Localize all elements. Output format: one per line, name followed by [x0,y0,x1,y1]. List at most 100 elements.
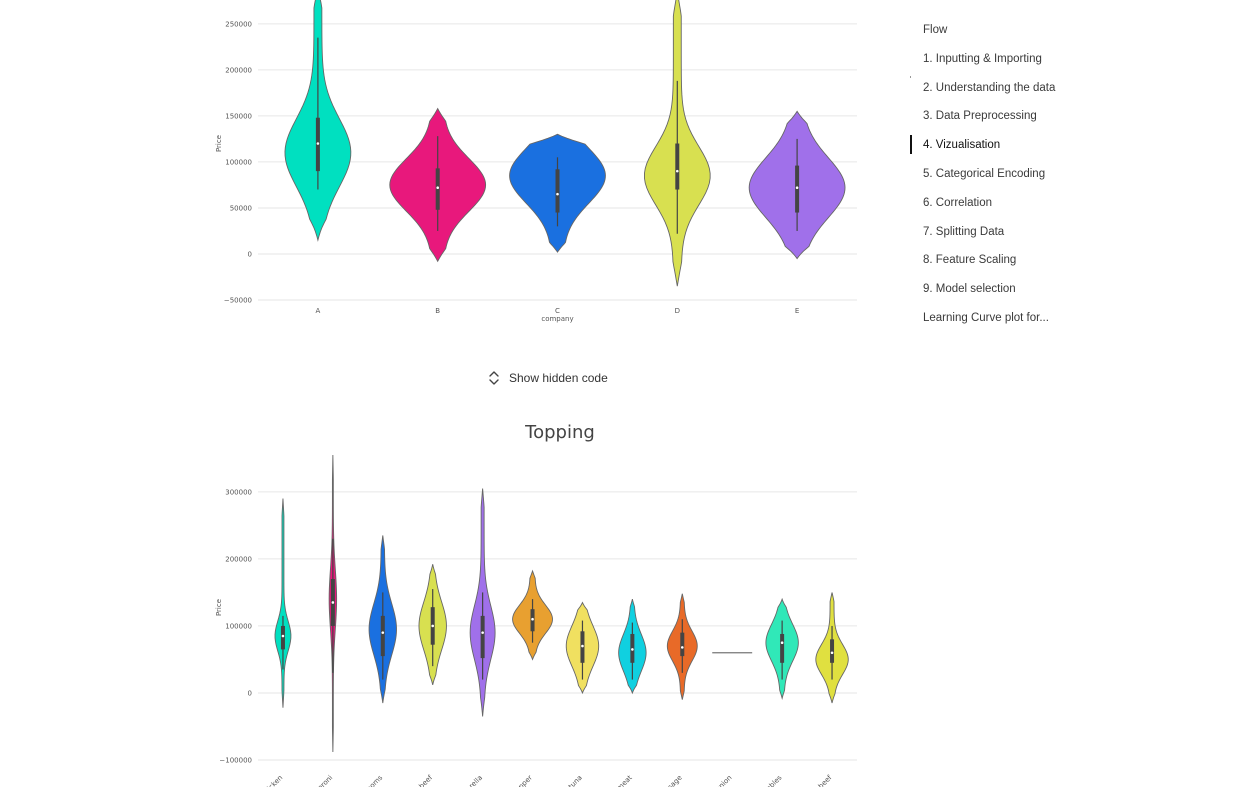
toc-item-splitting-data[interactable]: 7. Splitting Data [908,223,1108,252]
violin-median-dot [780,641,784,644]
toc-item-label: 4. Vizualisation [923,139,1001,152]
x-tick-label: chicken [260,774,284,787]
toc-item-label: 8. Feature Scaling [923,254,1017,267]
violin-median-dot [556,192,559,196]
violin-median-dot [481,631,484,634]
violin-median-dot [676,169,679,173]
violin-black-papper [512,569,553,661]
violin-median-dot [316,142,320,145]
violin-sausage [666,593,698,700]
violin-papperoni [328,454,338,752]
toc-item-label: 7. Splitting Data [923,225,1005,238]
toc-item-learning-curve[interactable]: Learning Curve plot for... [908,309,1108,338]
x-tick-label: D [675,307,680,315]
violin-mushrooms [368,535,397,704]
violin-chicken [274,498,292,708]
violin-mozzarella [469,488,496,717]
toc-item-categorical-encoding[interactable]: 5. Categorical Encoding [908,165,1108,194]
violin-iqr-box [555,169,560,213]
x-tick-label: mozzarella [452,774,484,787]
violin-iqr-box [280,625,285,650]
toc-item-model-selection[interactable]: 9. Model selection [908,280,1108,309]
x-tick-label: C [555,307,560,315]
toc-item-label: 1. Inputting & Importing [923,52,1042,65]
violin-median-dot [331,601,335,604]
x-tick-label: B [435,307,440,315]
chart-topping-svg: −100000 0 100000 200000 300000 Price chicken pa… [215,454,857,787]
y-tick-label: 0 [248,689,252,697]
toc-item-label: Flow [923,24,948,36]
x-axis-label: company [541,315,573,323]
y-tick-label: 250000 [225,20,252,28]
violin-iqr-box [380,615,385,657]
toc-item-correlation[interactable]: 6. Correlation [908,194,1108,223]
violin-smoked-beef [418,564,447,686]
violin-iqr-box [480,615,485,659]
y-axis-label: Price [215,599,223,616]
chart-title-topping: Topping [525,422,595,443]
violin-beef [815,592,849,704]
x-tick-label: sausage [657,774,683,787]
violin-median-dot [431,624,435,628]
y-tick-label: 100000 [225,622,252,630]
y-axis-label: Price [215,135,223,152]
toc-scroll-marker [910,76,911,78]
violin-median-dot [581,644,584,648]
violin-iqr-box [680,632,685,657]
toc-item-label: 3. Data Preprocessing [923,110,1037,123]
y-tick-label: −100000 [219,757,252,765]
y-tick-label: 50000 [230,204,252,212]
y-tick-label: −50000 [224,297,252,305]
violin-median-dot [381,631,385,634]
toc-item-feature-scaling[interactable]: 8. Feature Scaling [908,251,1108,280]
violin-body [274,498,292,708]
violin-A [284,0,352,242]
x-tick-label: vegetables [751,774,784,787]
y-tick-label: 150000 [225,112,252,120]
violin-iqr-box [675,143,680,190]
violin-chart-company: −50000 0 50000 100000 150000 200000 250000 Pric… [205,0,875,330]
violin-E [748,110,846,260]
violin-median-dot [795,186,799,189]
violin-D [644,0,711,287]
toc-item-label: 5. Categorical Encoding [923,167,1046,180]
expand-collapse-icon [489,371,499,385]
violin-iqr-box [435,168,440,210]
x-tick-label: tuna [567,774,584,787]
y-tick-label: 0 [248,250,252,258]
violin-iqr-box [795,165,800,213]
table-of-contents: Flow 1. Inputting & Importing 2. Underst… [908,21,1108,338]
violin-median-dot [830,651,834,655]
x-tick-label: meat [615,774,634,787]
toc-item-inputting-importing[interactable]: 1. Inputting & Importing [908,50,1108,79]
x-tick-label: beef [817,773,834,787]
violin-median-dot [680,646,684,649]
x-tick-label: papperoni [304,774,335,787]
y-tick-label: 200000 [225,66,252,74]
toc-item-vizualisation[interactable]: 4. Vizualisation [908,135,1108,165]
x-tick-label: onion [714,774,733,787]
show-hidden-code-label: Show hidden code [509,371,608,385]
violin-B [389,107,487,263]
x-tick-label: E [795,307,799,315]
violin-C [509,133,606,253]
violin-iqr-box [830,639,835,663]
toc-item-label: 6. Correlation [923,196,993,209]
violin-iqr-box [780,633,785,663]
y-tick-label: 100000 [225,158,252,166]
x-tick-label: smoked beef [397,773,435,787]
y-tick-label: 300000 [225,488,252,496]
toc-item-flow[interactable]: Flow [908,21,1108,50]
y-tick-label: 200000 [225,555,252,563]
toc-item-data-preprocessing[interactable]: 3. Data Preprocessing [908,107,1108,136]
violin-median-dot [436,186,439,189]
violin-median-dot [631,648,634,651]
violin-chart-topping: −100000 0 100000 200000 300000 Price chicken pa… [205,445,875,787]
x-tick-label: mushrooms [349,774,384,787]
toc-item-understanding-data[interactable]: 2. Understanding the data [908,79,1108,108]
violin-median-dot [531,617,534,621]
violin-meat [618,599,647,695]
show-hidden-code-button[interactable]: Show hidden code [487,369,608,387]
x-tick-label: A [316,307,321,315]
violin-median-dot [281,634,285,638]
